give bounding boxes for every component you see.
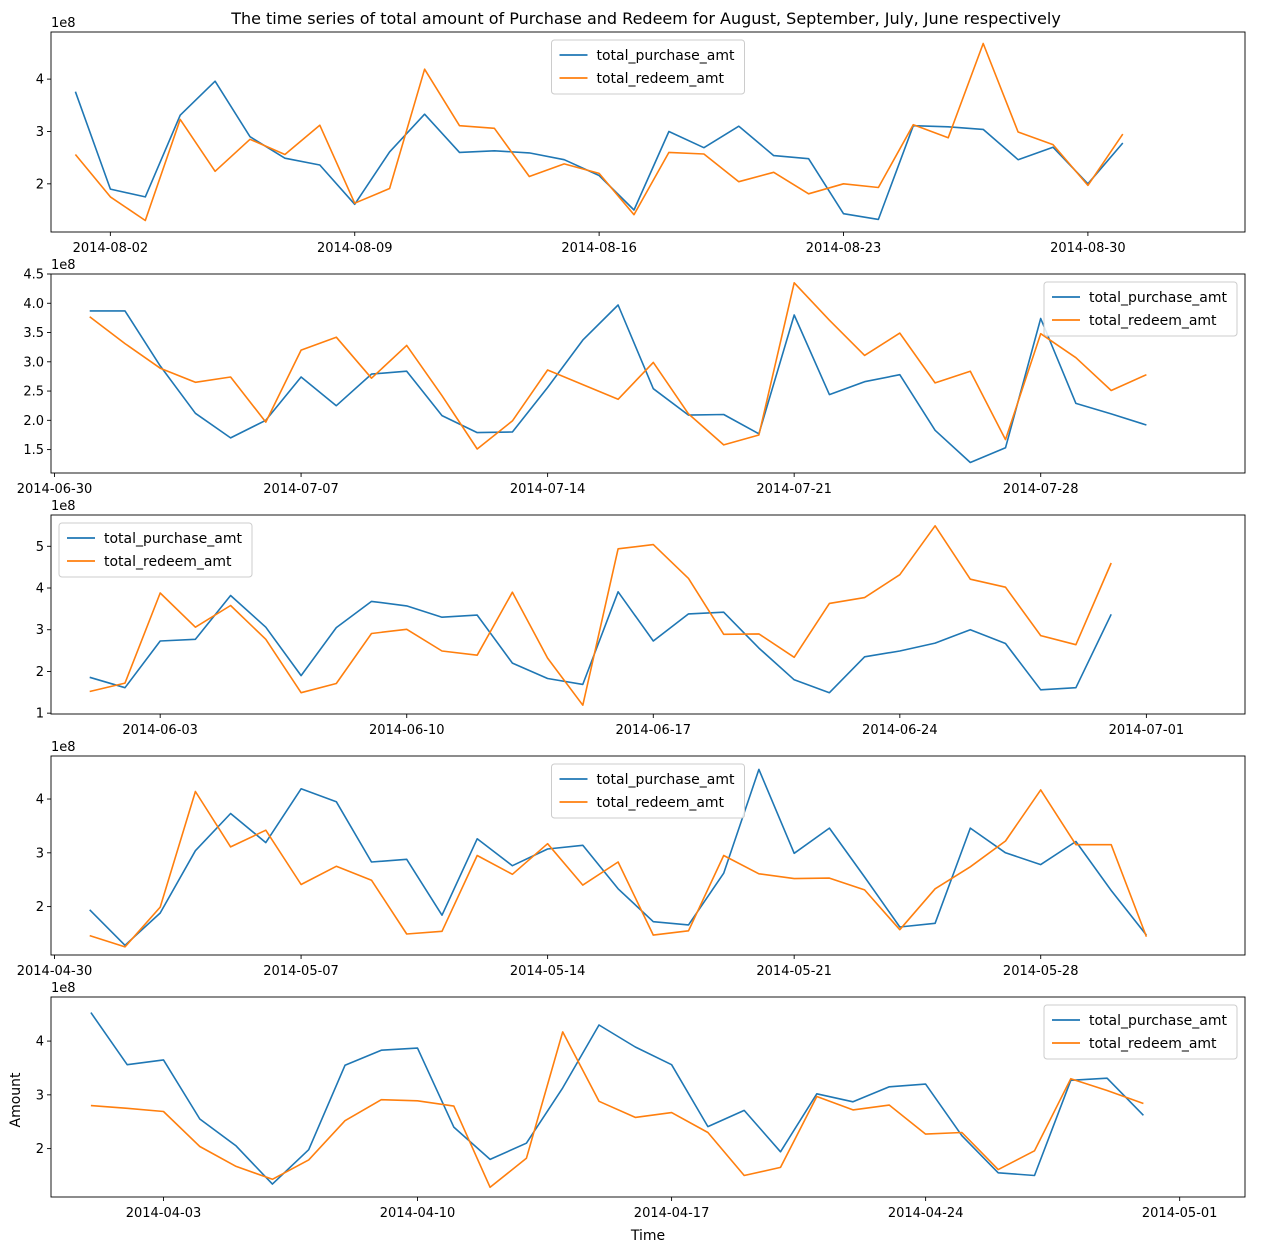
axes-frame: [50, 514, 1246, 715]
y-tick-label: 4: [36, 793, 44, 808]
legend-label-purchase: total_purchase_amt: [597, 48, 735, 64]
x-tick-label: 2014-06-30: [17, 482, 93, 497]
y-axis-offset-label: 1e8: [51, 16, 76, 31]
panel-april: 2014-04-03 2014-04-10 2014-04-17 2014-04-24…: [36, 981, 1246, 1221]
y-tick-label: 1.5: [23, 443, 44, 458]
y-tick-label: 3.0: [23, 355, 44, 370]
y-axis-title: Amount: [8, 1072, 24, 1128]
legend-label-redeem: total_redeem_amt: [104, 554, 232, 570]
x-tick-label: 2014-08-30: [1050, 241, 1126, 256]
x-tick-label: 2014-04-30: [17, 964, 93, 979]
x-tick-label: 2014-07-21: [756, 482, 832, 497]
y-tick-label: 2: [36, 665, 44, 680]
y-tick-label: 5: [36, 540, 44, 555]
legend-box: [551, 763, 745, 819]
series-line-redeem: [89, 524, 1112, 707]
panel-august: 2014-08-02 2014-08-09 2014-08-16 2014-08-23…: [36, 16, 1246, 256]
legend: total_purchase_amt total_redeem_amt: [551, 39, 745, 95]
legend-box: [58, 522, 253, 578]
x-tick-label: 2014-05-14: [510, 964, 586, 979]
y-tick-label: 2: [36, 177, 44, 192]
legend-label-purchase: total_purchase_amt: [597, 772, 735, 788]
y-tick-label: 3.5: [23, 326, 44, 341]
legend-label-redeem: total_redeem_amt: [1089, 313, 1217, 329]
legend: total_purchase_amt total_redeem_amt: [1043, 1004, 1238, 1060]
y-tick-label: 4: [36, 1035, 44, 1050]
x-tick-label: 2014-06-03: [122, 723, 198, 738]
y-tick-label: 4.0: [23, 297, 44, 312]
panel-june: 2014-06-03 2014-06-10 2014-06-17 2014-06-24…: [36, 499, 1246, 738]
series-line-purchase: [74, 80, 1124, 221]
y-tick-label: 2: [36, 1142, 44, 1157]
legend: total_purchase_amt total_redeem_amt: [1043, 281, 1238, 337]
x-tick-label: 2014-06-10: [369, 723, 445, 738]
x-tick-label: 2014-08-09: [317, 241, 393, 256]
axes-frame: [50, 755, 1246, 956]
series-line-redeem: [89, 789, 1148, 948]
legend-label-redeem: total_redeem_amt: [1089, 1036, 1217, 1052]
y-tick-label: 4: [36, 582, 44, 597]
legend-label-purchase: total_purchase_amt: [104, 531, 242, 547]
x-tick-label: 2014-07-28: [1003, 482, 1079, 497]
x-tick-label: 2014-07-01: [1109, 723, 1185, 738]
y-tick-label: 4: [36, 73, 44, 88]
x-tick-label: 2014-06-24: [862, 723, 938, 738]
chart-title: The time series of total amount of Purch…: [230, 9, 1061, 28]
y-tick-label: 3: [36, 125, 44, 140]
y-tick-label: 3: [36, 623, 44, 638]
axes-frame: [50, 31, 1246, 233]
y-tick-label: 4.5: [23, 268, 44, 283]
series-line-purchase: [89, 768, 1148, 947]
legend-label-redeem: total_redeem_amt: [597, 71, 725, 87]
legend: total_purchase_amt total_redeem_amt: [551, 763, 745, 819]
x-tick-label: 2014-07-07: [263, 482, 339, 497]
y-axis-offset-label: 1e8: [51, 981, 76, 996]
legend-box: [1043, 1004, 1238, 1060]
series-line-purchase: [89, 304, 1147, 464]
y-tick-label: 3: [36, 846, 44, 861]
y-axis-offset-label: 1e8: [51, 258, 76, 273]
legend-box: [551, 39, 745, 95]
y-tick-label: 1: [36, 707, 44, 722]
y-tick-label: 2: [36, 900, 44, 915]
x-tick-label: 2014-05-07: [263, 964, 339, 979]
legend: total_purchase_amt total_redeem_amt: [58, 522, 253, 578]
x-tick-label: 2014-04-24: [888, 1206, 964, 1221]
legend-label-purchase: total_purchase_amt: [1089, 290, 1227, 306]
x-tick-label: 2014-07-14: [510, 482, 586, 497]
legend-label-redeem: total_redeem_amt: [597, 795, 725, 811]
x-tick-label: 2014-04-10: [380, 1206, 456, 1221]
x-tick-label: 2014-05-01: [1142, 1206, 1218, 1221]
x-tick-label: 2014-08-23: [806, 241, 882, 256]
axes-frame: [50, 273, 1246, 474]
y-tick-label: 2.0: [23, 414, 44, 429]
legend-box: [1043, 281, 1238, 337]
series-line-purchase: [89, 590, 1112, 694]
x-tick-label: 2014-08-02: [73, 241, 149, 256]
x-tick-label: 2014-08-16: [561, 241, 637, 256]
y-tick-label: 2.5: [23, 385, 44, 400]
y-axis-offset-label: 1e8: [51, 499, 76, 514]
series-line-redeem: [89, 281, 1147, 450]
panel-july: 2014-06-30 2014-07-07 2014-07-14 2014-07-21…: [17, 258, 1246, 497]
legend-label-purchase: total_purchase_amt: [1089, 1013, 1227, 1029]
x-tick-label: 2014-06-17: [616, 723, 692, 738]
series-line-purchase: [90, 1012, 1144, 1185]
x-tick-label: 2014-05-21: [756, 964, 832, 979]
panel-may: 2014-04-30 2014-05-07 2014-05-14 2014-05-21…: [17, 740, 1246, 979]
x-axis-title: Time: [630, 1228, 665, 1244]
x-tick-label: 2014-04-03: [126, 1206, 202, 1221]
series-line-redeem: [90, 1031, 1144, 1189]
x-tick-label: 2014-05-28: [1003, 964, 1079, 979]
y-axis-offset-label: 1e8: [51, 740, 76, 755]
x-tick-label: 2014-04-17: [634, 1206, 710, 1221]
series-line-redeem: [74, 42, 1124, 222]
axes-frame: [50, 996, 1246, 1198]
y-tick-label: 3: [36, 1088, 44, 1103]
